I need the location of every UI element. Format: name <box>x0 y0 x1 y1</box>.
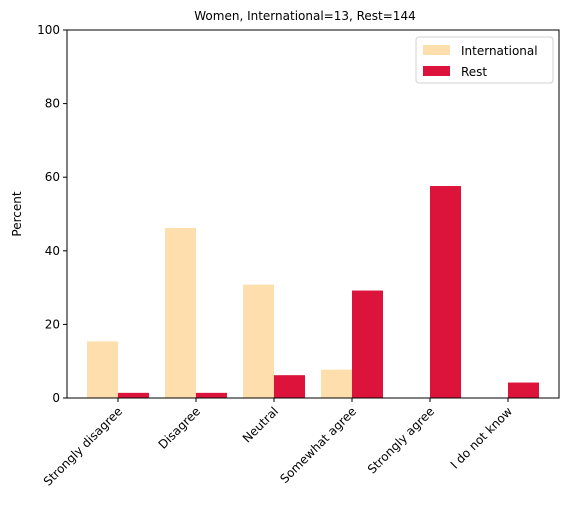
plot-frame <box>66 29 560 399</box>
bar-rest-4 <box>430 186 461 398</box>
x-tick-label-3: Somewhat agree <box>277 404 359 486</box>
bar-international-3 <box>321 369 352 398</box>
legend-label-0: International <box>461 44 538 58</box>
y-tick-label-5: 100 <box>37 23 60 37</box>
bar-rest-2 <box>274 375 305 398</box>
bar-rest-5 <box>508 382 539 398</box>
legend-box <box>415 36 554 84</box>
bar-rest-1 <box>196 392 227 398</box>
legend-label-1: Rest <box>461 65 487 79</box>
legend-swatch-0 <box>423 45 450 55</box>
x-tick-label-5: I do not know <box>448 404 516 472</box>
y-tick-label-0: 0 <box>52 391 60 405</box>
legend: International Rest <box>415 36 554 84</box>
x-tick-label-1: Disagree <box>156 404 204 452</box>
y-tick-label-2: 40 <box>45 244 60 258</box>
x-tick-label-4: Strongly agree <box>365 404 437 476</box>
y-axis-label: Percent <box>10 191 24 236</box>
bar-rest-3 <box>352 290 383 398</box>
axes-group: 0 20 40 60 80 100 Strongly disagree Disagree Neu… <box>37 23 560 489</box>
chart-title: Women, International=13, Rest=144 <box>194 9 415 23</box>
legend-swatch-1 <box>423 66 450 76</box>
y-tick-label-3: 60 <box>45 170 60 184</box>
y-tick-label-1: 20 <box>45 317 60 331</box>
bar-international-1 <box>165 227 196 398</box>
y-tick-label-4: 80 <box>45 97 60 111</box>
x-tick-label-2: Neutral <box>240 404 281 445</box>
bar-international-2 <box>243 284 274 398</box>
bar-international-0 <box>87 341 118 398</box>
bar-rest-0 <box>118 392 149 398</box>
bars-group <box>87 186 539 398</box>
x-tick-label-0: Strongly disagree <box>41 404 125 488</box>
